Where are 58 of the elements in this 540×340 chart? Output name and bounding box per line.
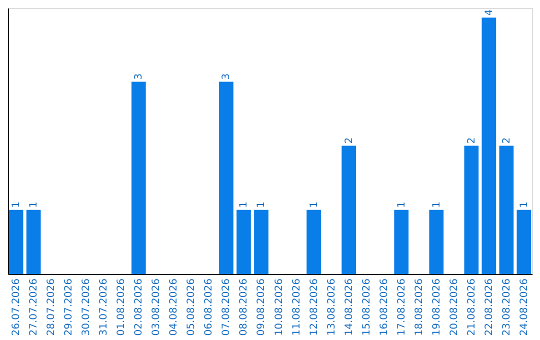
x-tick-label: 14.08.2026	[344, 278, 355, 336]
data-label: 4	[484, 9, 495, 16]
data-label: 1	[238, 202, 250, 208]
bar	[482, 18, 496, 274]
x-tick-label: 06.08.2026	[204, 278, 215, 336]
x-tick-label: 17.08.2026	[396, 278, 408, 336]
x-tick-label: 28.07.2026	[46, 278, 58, 336]
x-tick-label: 19.08.2026	[431, 278, 442, 336]
x-tick-label: 05.08.2026	[186, 278, 198, 336]
x-tick-label: 29.07.2026	[64, 278, 75, 336]
data-label: 1	[308, 202, 320, 208]
x-tick-label: 12.08.2026	[308, 278, 320, 336]
x-tick-label: 10.08.2026	[274, 278, 285, 336]
data-label: 1	[28, 202, 40, 208]
data-label: 1	[518, 202, 530, 208]
bar	[236, 210, 251, 274]
bar	[516, 210, 532, 274]
x-tick-label: 16.08.2026	[378, 278, 390, 336]
bar	[8, 210, 24, 274]
data-label: 2	[466, 137, 478, 144]
x-tick-label: 18.08.2026	[414, 278, 425, 336]
x-tick-label: 13.08.2026	[326, 278, 338, 336]
data-label: 3	[134, 73, 145, 80]
data-label: 2	[501, 137, 512, 144]
bar	[429, 210, 444, 274]
x-tick-label: 27.07.2026	[28, 278, 40, 336]
x-tick-label: 22.08.2026	[484, 278, 495, 336]
x-tick-label: 26.07.2026	[11, 278, 22, 336]
data-label: 2	[344, 137, 355, 144]
bar	[464, 146, 479, 274]
x-tick-label: 04.08.2026	[168, 278, 180, 336]
data-label: 1	[11, 202, 22, 208]
x-tick-label: 02.08.2026	[134, 278, 145, 336]
x-tick-label: 01.08.2026	[116, 278, 128, 336]
bar	[26, 210, 41, 274]
bar	[131, 82, 146, 274]
data-label: 1	[256, 202, 268, 208]
data-label: 3	[221, 73, 232, 80]
bar	[394, 210, 409, 274]
x-tick-label: 21.08.2026	[466, 278, 478, 336]
x-tick-label: 07.08.2026	[221, 278, 232, 336]
x-tick-label: 11.08.2026	[291, 278, 302, 336]
bar	[342, 146, 356, 274]
x-tick-label: 09.08.2026	[256, 278, 268, 336]
bar	[254, 210, 268, 274]
x-tick-label: 24.08.2026	[518, 278, 530, 336]
x-tick-label: 08.08.2026	[238, 278, 250, 336]
x-tick-label: 31.07.2026	[98, 278, 110, 336]
x-tick-label: 23.08.2026	[501, 278, 512, 336]
data-label: 1	[431, 202, 442, 208]
bar	[499, 146, 514, 274]
x-tick-label: 03.08.2026	[151, 278, 162, 336]
x-tick-label: 20.08.2026	[448, 278, 460, 336]
data-label: 1	[396, 202, 408, 208]
x-tick-label: 15.08.2026	[361, 278, 372, 336]
x-tick-label: 30.07.2026	[81, 278, 92, 336]
bar	[306, 210, 321, 274]
bar	[219, 82, 234, 274]
